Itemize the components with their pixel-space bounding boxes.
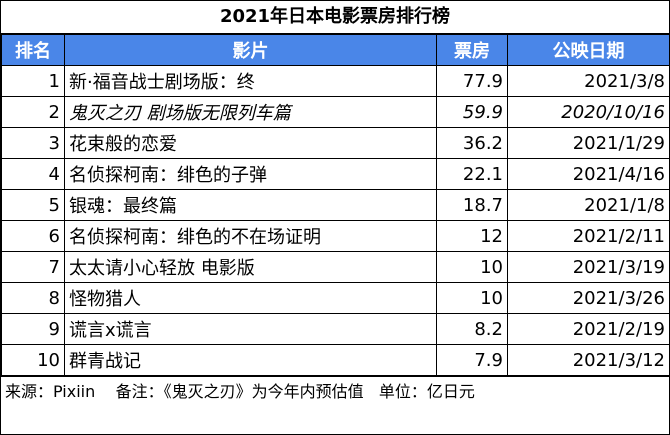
header-release-date: 公映日期 [507, 34, 670, 66]
release-date-cell: 2021/1/8 [507, 189, 670, 221]
rank-cell: 10 [1, 344, 65, 376]
table-row: 8 怪物猎人 10 2021/3/26 [1, 282, 670, 314]
table-body: 1 新·福音战士剧场版：终 77.9 2021/3/8 2 鬼灭之刃 剧场版无限列车篇 59… [1, 65, 670, 376]
box-office-cell: 12 [436, 220, 508, 252]
release-date-cell: 2021/3/19 [507, 251, 670, 283]
footer-note: 来源：Pixiin 备注：《鬼灭之刃》为今年内预估值 单位：亿日元 [1, 376, 669, 407]
table-row: 7 太太请小心轻放 电影版 10 2021/3/19 [1, 251, 670, 283]
table-row: 4 名侦探柯南：绯色的子弹 22.1 2021/4/16 [1, 158, 670, 190]
footer-note-text: 备注：《鬼灭之刃》为今年内预估值 [115, 382, 364, 401]
rank-cell: 1 [1, 65, 65, 97]
table-row: 3 花束般的恋爱 36.2 2021/1/29 [1, 127, 670, 159]
release-date-cell: 2021/3/12 [507, 344, 670, 376]
box-office-cell: 59.9 [436, 96, 508, 128]
film-cell: 花束般的恋爱 [64, 127, 437, 159]
footer-source: 来源：Pixiin [5, 382, 96, 401]
release-date-cell: 2021/3/26 [507, 282, 670, 314]
header-row: 排名 影片 票房 公映日期 [1, 34, 670, 66]
box-office-cell: 10 [436, 251, 508, 283]
header-rank: 排名 [1, 34, 65, 66]
release-date-cell: 2021/1/29 [507, 127, 670, 159]
header-film: 影片 [64, 34, 437, 66]
release-date-cell: 2021/2/11 [507, 220, 670, 252]
rank-cell: 8 [1, 282, 65, 314]
film-cell: 鬼灭之刃 剧场版无限列车篇 [64, 96, 437, 128]
release-date-cell: 2020/10/16 [507, 96, 670, 128]
film-cell: 名侦探柯南：绯色的不在场证明 [64, 220, 437, 252]
box-office-cell: 36.2 [436, 127, 508, 159]
box-office-cell: 10 [436, 282, 508, 314]
rank-cell: 5 [1, 189, 65, 221]
box-office-cell: 22.1 [436, 158, 508, 190]
table-row: 9 谎言x谎言 8.2 2021/2/19 [1, 313, 670, 345]
release-date-cell: 2021/2/19 [507, 313, 670, 345]
rank-cell: 4 [1, 158, 65, 190]
header-box-office: 票房 [436, 34, 508, 66]
film-cell: 谎言x谎言 [64, 313, 437, 345]
rank-cell: 7 [1, 251, 65, 283]
table-row: 2 鬼灭之刃 剧场版无限列车篇 59.9 2020/10/16 [1, 96, 670, 128]
footer-unit: 单位：亿日元 [378, 382, 475, 401]
box-office-cell: 8.2 [436, 313, 508, 345]
table-row: 6 名侦探柯南：绯色的不在场证明 12 2021/2/11 [1, 220, 670, 252]
release-date-cell: 2021/4/16 [507, 158, 670, 190]
rank-cell: 6 [1, 220, 65, 252]
box-office-cell: 77.9 [436, 65, 508, 97]
table-title: 2021年日本电影票房排行榜 [1, 1, 669, 34]
rank-cell: 9 [1, 313, 65, 345]
film-cell: 太太请小心轻放 电影版 [64, 251, 437, 283]
table-row: 10 群青战记 7.9 2021/3/12 [1, 344, 670, 376]
film-cell: 银魂：最终篇 [64, 189, 437, 221]
box-office-cell: 18.7 [436, 189, 508, 221]
film-cell: 群青战记 [64, 344, 437, 376]
film-cell: 新·福音战士剧场版：终 [64, 65, 437, 97]
ranking-table: 排名 影片 票房 公映日期 1 新·福音战士剧场版：终 77.9 2021/3/8 2 鬼… [1, 34, 670, 376]
table-row: 5 银魂：最终篇 18.7 2021/1/8 [1, 189, 670, 221]
rank-cell: 2 [1, 96, 65, 128]
box-office-cell: 7.9 [436, 344, 508, 376]
release-date-cell: 2021/3/8 [507, 65, 670, 97]
film-cell: 怪物猎人 [64, 282, 437, 314]
rank-cell: 3 [1, 127, 65, 159]
film-cell: 名侦探柯南：绯色的子弹 [64, 158, 437, 190]
table-row: 1 新·福音战士剧场版：终 77.9 2021/3/8 [1, 65, 670, 97]
